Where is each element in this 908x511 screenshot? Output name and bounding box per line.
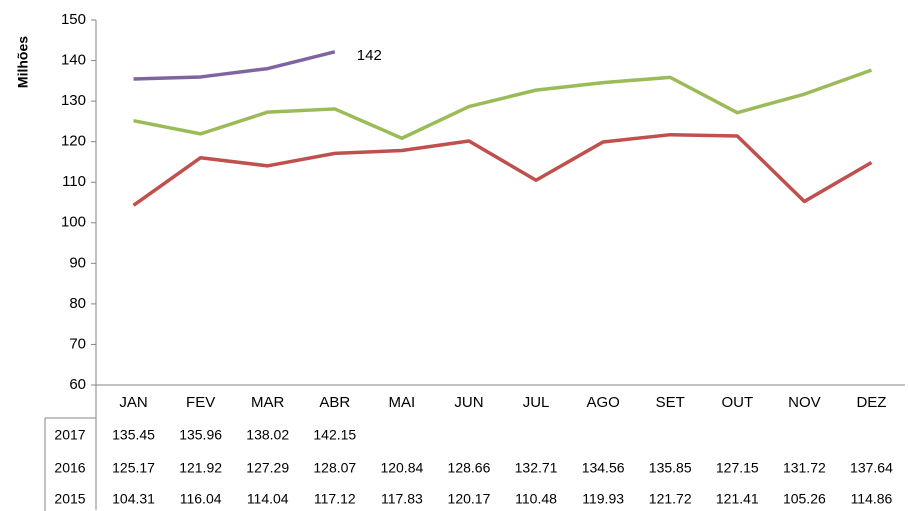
table-cell: 135.96 — [179, 427, 222, 443]
x-tick-label: MAI — [389, 394, 416, 411]
table-cell: 117.12 — [314, 491, 356, 507]
table-cell: 120.17 — [448, 491, 491, 507]
x-tick-label: JUL — [523, 394, 550, 411]
table-cell: 125.17 — [112, 460, 155, 476]
y-tick-label: 80 — [69, 295, 86, 312]
table-cell: 119.93 — [582, 491, 624, 507]
x-tick-label: SET — [656, 394, 685, 411]
table-cell: 110.48 — [515, 491, 557, 507]
x-tick-label: AGO — [586, 394, 619, 411]
table-cell: 142.15 — [313, 427, 356, 443]
table-cell: 104.31 — [112, 491, 155, 507]
table-cell: 117.83 — [381, 491, 423, 507]
table-cell: 116.04 — [180, 491, 222, 507]
table-cell: 127.15 — [716, 460, 759, 476]
table-cell: 135.45 — [112, 427, 155, 443]
table-cell: 114.04 — [247, 491, 289, 507]
x-tick-label: ABR — [319, 394, 350, 411]
series-line — [133, 68, 873, 141]
table-cell: 120.84 — [380, 460, 423, 476]
table-cell: 121.41 — [716, 491, 759, 507]
x-tick-label: FEV — [186, 394, 215, 411]
y-tick-label: 70 — [69, 335, 86, 352]
table-cell: 128.66 — [448, 460, 491, 476]
series-line — [133, 50, 336, 81]
x-tick-label: NOV — [788, 394, 821, 411]
legend-label: 2017 — [54, 427, 85, 443]
x-tick-label: JAN — [119, 394, 147, 411]
table-cell: 131.72 — [783, 460, 826, 476]
data-label: 142 — [357, 47, 382, 64]
table-cell: 138.02 — [246, 427, 289, 443]
y-tick-label: 130 — [61, 92, 86, 109]
table-cell: 135.85 — [649, 460, 692, 476]
series-line — [132, 132, 873, 207]
table-cell: 121.72 — [649, 491, 692, 507]
legend-label: 2015 — [54, 491, 85, 507]
x-tick-label: MAR — [251, 394, 285, 411]
y-tick-label: 120 — [61, 133, 86, 150]
y-tick-label: 60 — [69, 376, 86, 393]
table-cell: 137.64 — [850, 460, 893, 476]
y-tick-label: 150 — [61, 11, 86, 28]
x-tick-label: DEZ — [856, 394, 886, 411]
x-tick-label: OUT — [721, 394, 753, 411]
table-cell: 132.71 — [515, 460, 558, 476]
y-tick-label: 90 — [69, 254, 86, 271]
x-tick-label: JUN — [454, 394, 483, 411]
table-cell: 127.29 — [246, 460, 289, 476]
y-tick-label: 110 — [62, 173, 86, 190]
table-cell: 128.07 — [313, 460, 356, 476]
legend-label: 2016 — [54, 460, 85, 476]
y-axis-label: Milhões — [15, 36, 31, 88]
table-cell: 134.56 — [582, 460, 625, 476]
table-cell: 105.26 — [783, 491, 826, 507]
table-cell: 114.86 — [851, 491, 893, 507]
y-tick-label: 140 — [61, 52, 86, 69]
table-cell: 121.92 — [179, 460, 222, 476]
y-tick-label: 100 — [61, 214, 86, 231]
